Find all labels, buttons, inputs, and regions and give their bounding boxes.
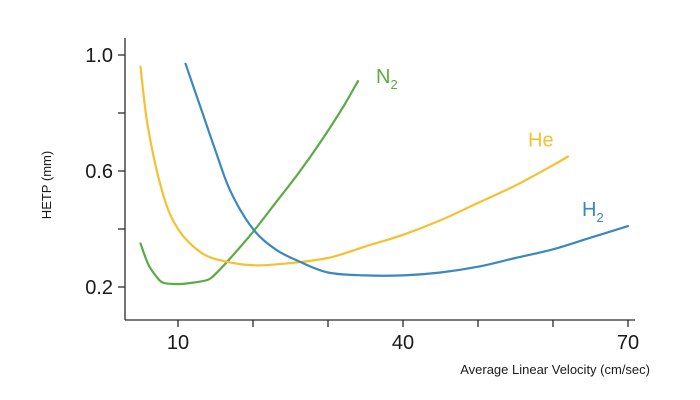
x-axis-label: Average Linear Velocity (cm/sec)	[460, 362, 650, 377]
series-label-main: H	[582, 199, 596, 221]
y-tick-label: 0.6	[85, 161, 113, 183]
series-label-he: He	[528, 130, 554, 152]
axes: 10 40 70 0.2 0.6 1.0	[85, 38, 639, 354]
y-axis-label: HETP (mm)	[39, 151, 54, 219]
series-line-n2	[139, 80, 360, 286]
y-tick-label: 1.0	[85, 45, 113, 67]
series-layer	[139, 62, 630, 286]
series-label-subscript: 2	[596, 210, 603, 225]
series-line-he	[139, 65, 570, 267]
series-label-n2: N2	[376, 66, 398, 92]
series-label-main: He	[528, 130, 554, 152]
series-label-main: N	[376, 66, 390, 88]
x-tick-label: 10	[167, 332, 189, 354]
series-label-subscript: 2	[390, 77, 397, 92]
series-line-h2	[184, 62, 630, 277]
x-tick-label: 70	[617, 332, 639, 354]
x-tick-label: 40	[392, 332, 414, 354]
series-label-h2: H2	[582, 199, 604, 225]
y-tick-label: 0.2	[85, 277, 113, 299]
